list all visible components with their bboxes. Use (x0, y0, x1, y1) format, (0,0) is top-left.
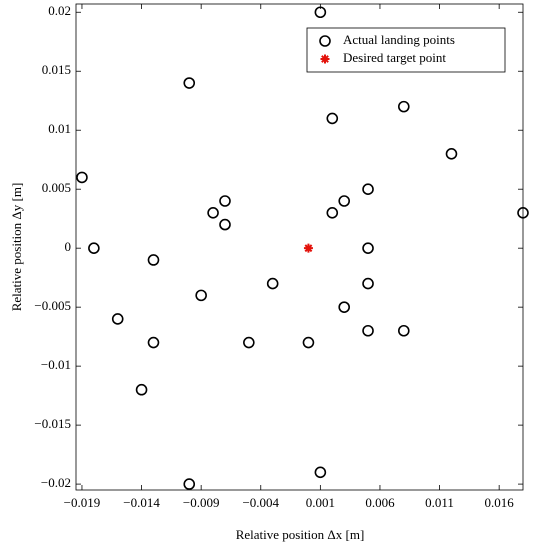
data-point (147, 336, 160, 349)
data-point (326, 206, 339, 219)
y-tick-label: 0.01 (48, 121, 71, 136)
x-tick-label: 0.016 (485, 495, 515, 510)
x-tick-label: −0.009 (183, 495, 220, 510)
data-point (88, 242, 100, 254)
data-point (147, 254, 160, 266)
legend-marker (319, 35, 331, 47)
x-tick-label: 0.006 (365, 495, 395, 510)
data-point (266, 277, 279, 290)
data-point (445, 148, 458, 160)
data-point (303, 243, 313, 253)
y-tick-label: −0.005 (34, 298, 71, 313)
legend-marker (320, 54, 330, 64)
x-tick-label: −0.019 (64, 495, 101, 510)
data-point (219, 218, 231, 231)
legend: Actual landing points Desired target poin… (306, 27, 506, 73)
data-point (302, 336, 315, 349)
y-tick-label: 0 (65, 239, 72, 254)
x-axis-label: Relative position Δx [m] (236, 527, 365, 542)
data-point (314, 6, 327, 19)
data-point (397, 324, 410, 337)
x-tick-label: −0.004 (242, 495, 279, 510)
legend-label: Desired target point (343, 50, 446, 65)
data-point (326, 112, 339, 125)
plot-frame (75, 3, 524, 491)
y-axis-label: Relative position Δy [m] (9, 183, 24, 312)
data-point (135, 383, 148, 396)
legend-label: Actual landing points (343, 32, 455, 47)
x-tick-label: 0.011 (425, 495, 454, 510)
data-point (183, 478, 196, 490)
data-point (314, 466, 327, 479)
data-point (219, 195, 231, 207)
data-point (243, 336, 255, 349)
y-tick-label: −0.015 (34, 416, 71, 431)
x-tick-label: 0.001 (306, 495, 335, 510)
data-point (76, 171, 88, 184)
x-tick-label: −0.014 (123, 495, 160, 510)
data-point (362, 242, 374, 254)
data-point (111, 313, 124, 325)
y-tick-label: 0.015 (42, 62, 71, 77)
data-point (362, 324, 374, 337)
y-tick-label: −0.01 (41, 357, 71, 372)
data-point (338, 301, 351, 313)
data-point (183, 77, 196, 89)
data-point (362, 277, 374, 290)
data-point (338, 195, 351, 207)
y-tick-label: 0.005 (42, 180, 71, 195)
data-point (362, 183, 374, 195)
data-point (397, 100, 410, 113)
y-tick-label: −0.02 (41, 475, 71, 490)
data-point (195, 289, 207, 302)
data-point (207, 206, 219, 219)
y-tick-label: 0.02 (48, 3, 71, 18)
data-point (517, 206, 529, 219)
legend-box (306, 27, 506, 73)
